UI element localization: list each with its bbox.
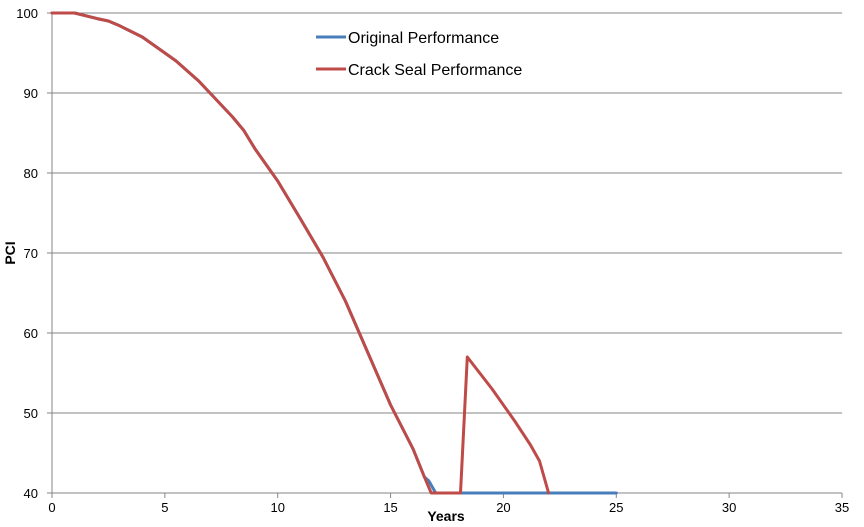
x-tick-label: 30 [722, 500, 736, 515]
y-tick-label: 100 [16, 6, 38, 21]
legend: Original Performance Crack Seal Performa… [316, 30, 522, 79]
x-tick-label: 35 [835, 500, 849, 515]
x-tick-label: 10 [270, 500, 284, 515]
y-tick-label: 90 [24, 86, 38, 101]
series-layer [50, 11, 618, 495]
y-tick-label: 70 [24, 246, 38, 261]
x-tick-label: 5 [161, 500, 168, 515]
y-tick-label: 40 [24, 486, 38, 501]
y-tick-label: 80 [24, 166, 38, 181]
x-axis-title: Years [427, 508, 465, 524]
y-tick-label: 50 [24, 406, 38, 421]
x-tick-label: 20 [496, 500, 510, 515]
grid-layer [52, 12, 842, 414]
x-tick-label: 0 [48, 500, 55, 515]
label-layer: 40 50 60 70 80 90 100 0 5 10 15 20 25 30 35 [16, 6, 849, 515]
y-axis-title: PCI [2, 241, 18, 264]
x-tick-label: 15 [383, 500, 397, 515]
y-tick-label: 60 [24, 326, 38, 341]
series-line-crack-seal [50, 11, 551, 495]
x-tick-label: 25 [609, 500, 623, 515]
legend-label-crack-seal: Crack Seal Performance [348, 62, 522, 79]
legend-item-original: Original Performance [316, 30, 499, 47]
axis-layer [47, 12, 843, 498]
legend-item-crack-seal: Crack Seal Performance [316, 62, 522, 79]
legend-label-original: Original Performance [348, 30, 499, 47]
